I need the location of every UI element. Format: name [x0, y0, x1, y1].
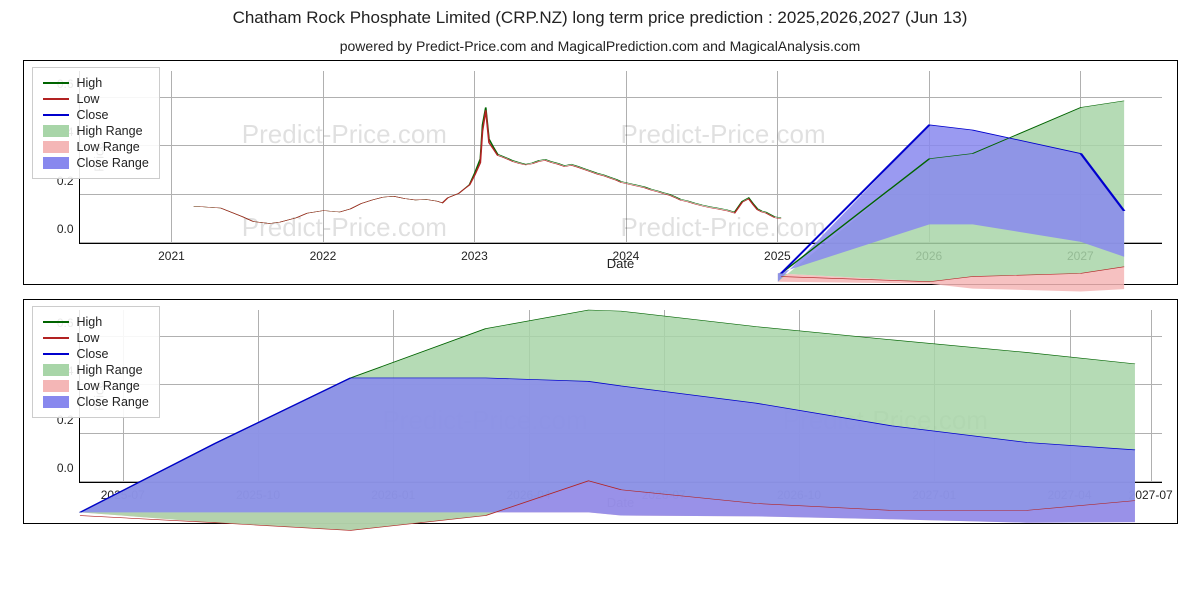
- bottom-chart-svg[interactable]: [80, 310, 1162, 482]
- bottom-legend-highrange: High Range: [43, 363, 149, 377]
- bottom-legend-low: Low: [43, 331, 149, 345]
- bottom-legend-closerange: Close Range: [43, 395, 149, 409]
- bottom-chart-panel: Price 0.0 0.2 0.4 0.6 2025-07 2025-10 20…: [23, 299, 1178, 524]
- top-chart-svg[interactable]: [80, 71, 1162, 243]
- top-xtick-1: 2022: [310, 249, 337, 263]
- bottom-plot-area[interactable]: Price 0.0 0.2 0.4 0.6 2025-07 2025-10 20…: [79, 310, 1162, 483]
- title-block: Chatham Rock Phosphate Limited (CRP.NZ) …: [0, 0, 1200, 54]
- top-xtick-2: 2023: [461, 249, 488, 263]
- top-ytick-0: 0.0: [57, 222, 74, 236]
- bottom-xtick-8: 2027-07: [1129, 488, 1173, 502]
- top-low-line: [193, 110, 781, 223]
- top-legend-lowrange: Low Range: [43, 140, 149, 154]
- bottom-legend-close: Close: [43, 347, 149, 361]
- bottom-legend[interactable]: High Low Close High Range Low Range Clos…: [32, 306, 160, 418]
- top-legend-highrange: High Range: [43, 124, 149, 138]
- bottom-legend-lowrange: Low Range: [43, 379, 149, 393]
- bottom-legend-high: High: [43, 315, 149, 329]
- top-xlabel: Date: [607, 256, 634, 271]
- top-legend[interactable]: High Low Close High Range Low Range Clos…: [32, 67, 160, 179]
- top-plot-area[interactable]: Price 0.0 0.2 0.4 0.6 2021 2022 2023 202…: [79, 71, 1162, 244]
- bottom-ytick-0: 0.0: [57, 461, 74, 475]
- sub-title: powered by Predict-Price.com and Magical…: [0, 38, 1200, 54]
- top-xtick-0: 2021: [158, 249, 185, 263]
- top-chart-panel: Price 0.0 0.2 0.4 0.6 2021 2022 2023 202…: [23, 60, 1178, 285]
- top-legend-low: Low: [43, 92, 149, 106]
- top-legend-closerange: Close Range: [43, 156, 149, 170]
- main-title: Chatham Rock Phosphate Limited (CRP.NZ) …: [0, 8, 1200, 28]
- top-legend-close: Close: [43, 108, 149, 122]
- top-legend-high: High: [43, 76, 149, 90]
- top-xtick-4: 2025: [764, 249, 791, 263]
